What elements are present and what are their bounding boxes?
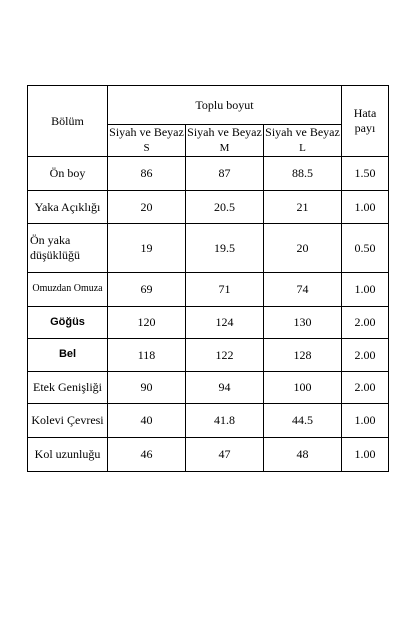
value-l: 130 [262, 306, 343, 339]
size-column-header-m: Siyah ve Beyaz M [185, 124, 264, 157]
value-s: 40 [107, 403, 186, 438]
value-tolerance: 2.00 [341, 306, 390, 339]
value-m: 20.5 [185, 190, 264, 224]
table-row: Ön boy 86 87 88.5 1.50 [27, 156, 390, 191]
value-s: 120 [107, 306, 186, 339]
row-label: Göğüs [27, 306, 108, 339]
value-s: 86 [107, 156, 186, 191]
table-row: Ön yaka düşüklüğü 19 19.5 20 0.50 [27, 223, 390, 273]
table-row: Bel 118 122 128 2.00 [27, 338, 390, 372]
value-m: 124 [185, 306, 264, 339]
value-tolerance: 1.00 [341, 272, 390, 307]
group-header: Toplu boyut [106, 85, 343, 125]
row-label: Ön boy [27, 156, 108, 191]
header-row: Bölüm Toplu boyut Hata payı [27, 85, 390, 157]
row-label: Ön yaka düşüklüğü [27, 223, 108, 273]
value-l: 74 [262, 272, 343, 307]
row-label: Kolevi Çevresi [27, 403, 108, 438]
size-chart-table: Bölüm Toplu boyut Hata payı Siyah ve Bey… [27, 85, 390, 472]
value-tolerance: 0.50 [341, 223, 390, 273]
value-m: 87 [185, 156, 264, 191]
value-s: 69 [107, 272, 186, 307]
table-row: Kol uzunluğu 46 47 48 1.00 [27, 437, 390, 472]
table-row: Yaka Açıklığı 20 20.5 21 1.00 [27, 190, 390, 224]
value-s: 46 [107, 437, 186, 472]
value-tolerance: 1.00 [341, 190, 390, 224]
table-row: Etek Genişliği 90 94 100 2.00 [27, 371, 390, 404]
value-l: 88.5 [262, 156, 343, 191]
value-m: 47 [185, 437, 264, 472]
value-s: 90 [107, 371, 186, 404]
value-m: 19.5 [185, 223, 264, 273]
value-s: 19 [107, 223, 186, 273]
value-s: 118 [107, 338, 186, 372]
row-label: Omuzdan Omuza [27, 272, 108, 307]
value-m: 41.8 [185, 403, 264, 438]
section-header: Bölüm [27, 85, 108, 157]
value-m: 71 [185, 272, 264, 307]
value-s: 20 [107, 190, 186, 224]
table-row: Göğüs 120 124 130 2.00 [27, 306, 390, 339]
column-color-label: Siyah ve Beyaz [265, 125, 340, 140]
value-tolerance: 1.00 [341, 403, 390, 438]
column-size-label: S [143, 142, 150, 155]
value-tolerance: 2.00 [341, 338, 390, 372]
value-m: 122 [185, 338, 264, 372]
value-tolerance: 1.00 [341, 437, 390, 472]
column-size-label: M [219, 142, 230, 155]
value-l: 44.5 [262, 403, 343, 438]
value-l: 48 [262, 437, 343, 472]
tolerance-header: Hata payı [341, 85, 390, 157]
table-row: Omuzdan Omuza 69 71 74 1.00 [27, 272, 390, 307]
row-label: Etek Genişliği [27, 371, 108, 404]
column-color-label: Siyah ve Beyaz [109, 125, 184, 140]
value-l: 100 [262, 371, 343, 404]
value-tolerance: 2.00 [341, 371, 390, 404]
table-row: Kolevi Çevresi 40 41.8 44.5 1.00 [27, 403, 390, 438]
row-label: Yaka Açıklığı [27, 190, 108, 224]
column-color-label: Siyah ve Beyaz [187, 125, 262, 140]
column-size-label: L [299, 142, 306, 155]
value-tolerance: 1.50 [341, 156, 390, 191]
size-column-header-l: Siyah ve Beyaz L [262, 124, 343, 157]
value-l: 20 [262, 223, 343, 273]
value-l: 128 [262, 338, 343, 372]
row-label: Bel [27, 338, 108, 372]
row-label: Kol uzunluğu [27, 437, 108, 472]
size-column-header-s: Siyah ve Beyaz S [107, 124, 186, 157]
value-l: 21 [262, 190, 343, 224]
value-m: 94 [185, 371, 264, 404]
